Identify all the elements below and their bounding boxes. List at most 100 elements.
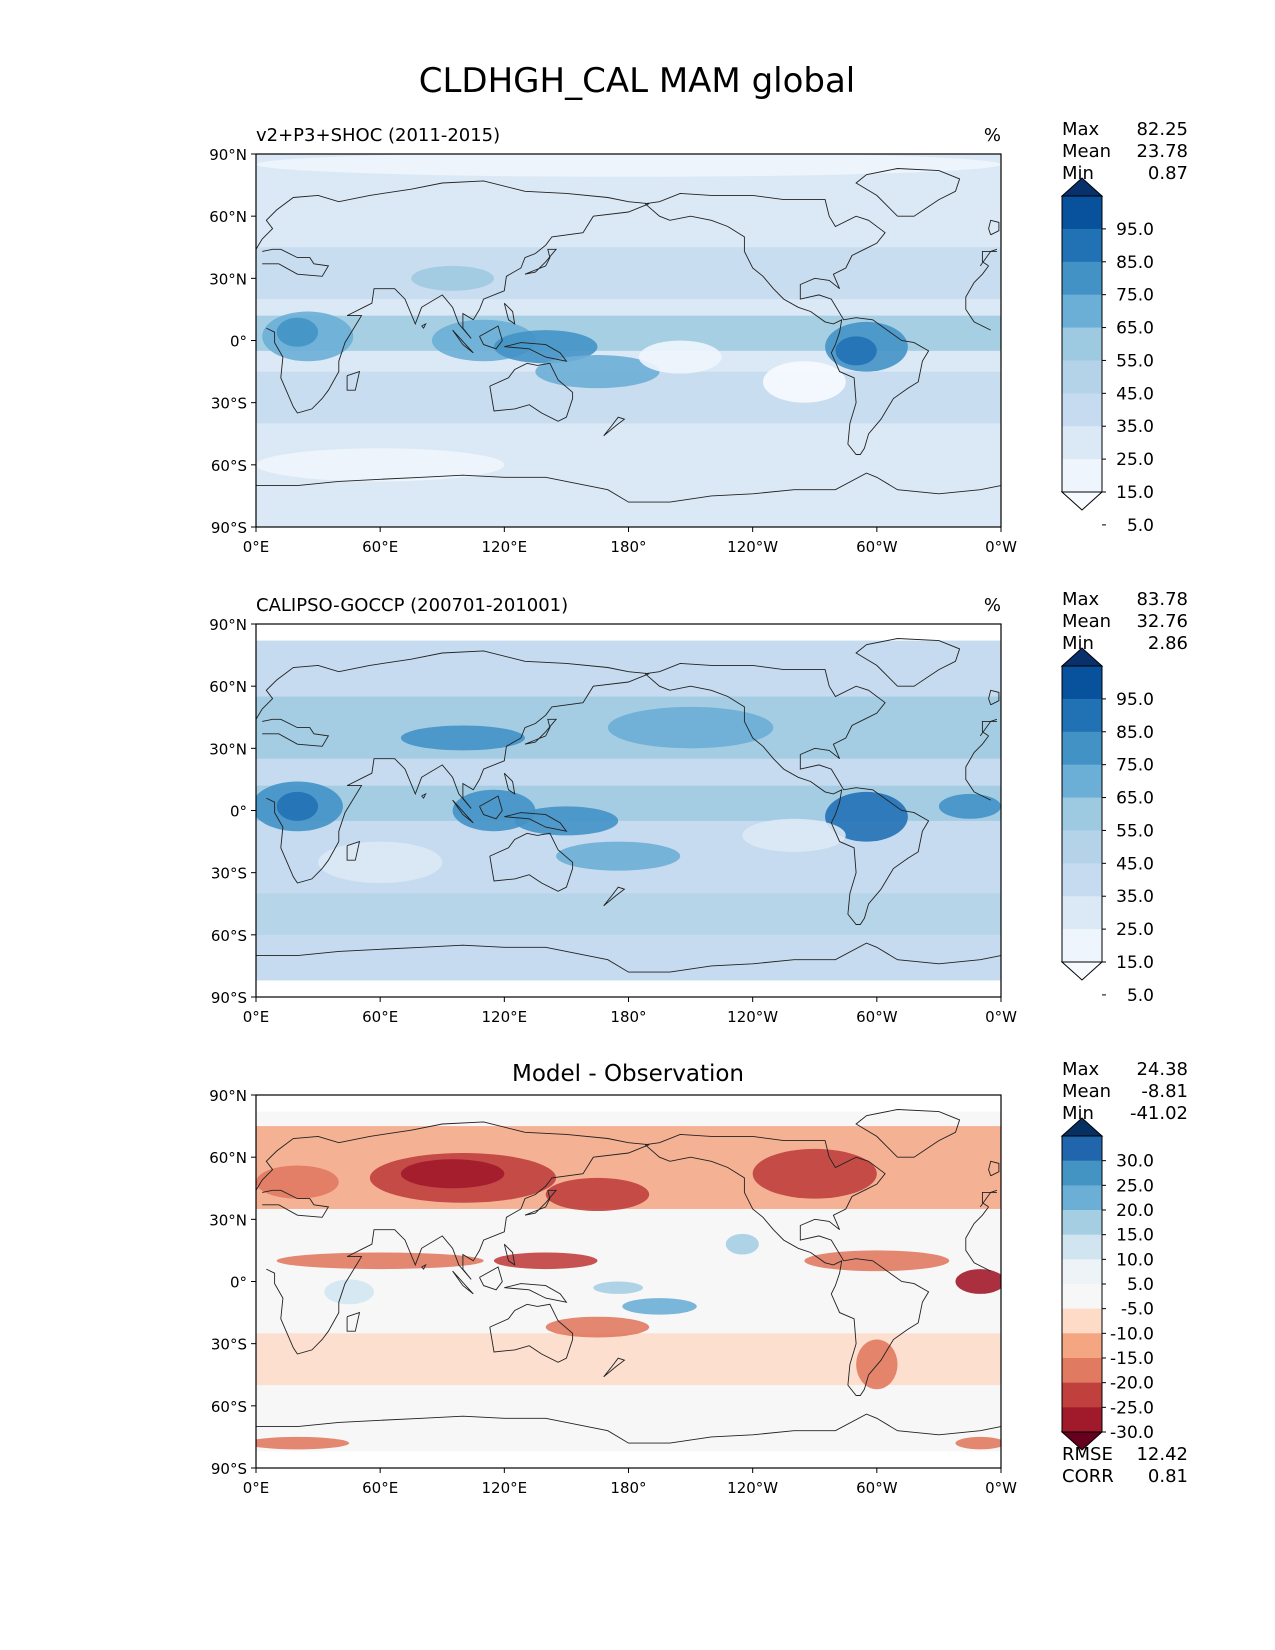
panel-left-title: CALIPSO-GOCCP (200701-201001) — [256, 595, 568, 616]
colorbar-segment — [1062, 1284, 1102, 1310]
coastline — [503, 302, 516, 325]
field-feature — [856, 1339, 898, 1390]
lat-tick-label: 30°S — [211, 865, 247, 883]
colorbar-label: 75.0 — [1116, 756, 1154, 776]
lat-tick-label: 60°S — [211, 927, 247, 945]
lon-tick-label: 0°W — [985, 538, 1017, 556]
map-area — [256, 624, 1001, 997]
colorbar-segment — [1062, 863, 1102, 897]
colorbar-label: 15.0 — [1116, 1226, 1154, 1246]
stats: Max 83.78 Mean 32.76 Min 2.86 — [1062, 589, 1188, 654]
field-feature — [493, 1252, 598, 1270]
colorbar-label: 35.0 — [1116, 887, 1154, 907]
field-feature — [742, 818, 846, 852]
colorbar-segment — [1062, 896, 1102, 930]
colorbar-label: 25.0 — [1116, 450, 1154, 470]
colorbar-segment — [1062, 830, 1102, 864]
panel-units: % — [984, 595, 1001, 616]
stat-min-value: 2.86 — [1148, 633, 1188, 654]
field-feature — [452, 789, 536, 832]
coastline — [489, 362, 574, 422]
colorbar-segment — [1062, 261, 1102, 296]
colorbar-segment — [1062, 228, 1102, 263]
coastline — [603, 416, 626, 437]
colorbar-segment — [1062, 929, 1102, 963]
field-feature — [607, 706, 774, 749]
coastline — [855, 1109, 961, 1158]
stat-min-label: Min — [1062, 163, 1094, 184]
lon-tick-label: 60°W — [856, 538, 898, 556]
coastline — [256, 1413, 1001, 1444]
map-area — [256, 1095, 1001, 1468]
lat-tick-label: 60°N — [209, 208, 247, 226]
coastline — [988, 1160, 1000, 1177]
coastline — [603, 886, 626, 907]
coastline — [981, 250, 997, 267]
colorbar-segment — [1062, 1259, 1102, 1285]
field-feature — [535, 355, 660, 389]
colorbar-label: 20.0 — [1116, 1201, 1154, 1221]
colorbar-extend-min — [1060, 961, 1104, 981]
colorbar-segment — [1062, 393, 1102, 427]
stat-min-label: Min — [1062, 633, 1094, 654]
coastline — [503, 1243, 516, 1266]
field-feature — [256, 1436, 350, 1450]
field-band — [256, 893, 1001, 935]
colorbar-extend-min — [1060, 491, 1104, 511]
panel-observation: CALIPSO-GOCCP (200701-201001) % Max 83.7… — [209, 589, 1188, 1026]
colorbar-segment — [1062, 731, 1102, 766]
stat-max-value: 24.38 — [1136, 1059, 1188, 1080]
stat-mean-value: 32.76 — [1136, 611, 1188, 632]
colorbar-segment — [1062, 327, 1102, 361]
skill-stats: RMSE 12.42 CORR 0.81 — [1062, 1444, 1188, 1487]
colorbar-label: 5.0 — [1127, 986, 1154, 1006]
colorbar-segment — [1062, 1136, 1102, 1162]
field-feature — [955, 1436, 1001, 1450]
field-feature — [256, 448, 505, 482]
field-feature — [400, 725, 526, 751]
stat-max-value: 82.25 — [1136, 119, 1188, 140]
coastline — [504, 342, 568, 362]
colorbar-segment — [1062, 1234, 1102, 1260]
stat-max-value: 83.78 — [1136, 589, 1188, 610]
field-feature — [556, 841, 681, 871]
colorbar-label: -15.0 — [1110, 1349, 1154, 1369]
coastline — [256, 180, 650, 414]
coastline — [644, 192, 930, 455]
lat-tick-label: 0° — [230, 1274, 247, 1292]
field-feature — [318, 841, 443, 884]
lon-tick-label: 120°W — [727, 538, 778, 556]
colorbar: 95.0 85.0 75.0 65.0 55.0 45.0 35.0 25.0 15.0 5.0 — [1060, 647, 1154, 1006]
coastline — [504, 1283, 568, 1303]
lat-tick-label: 30°S — [211, 1336, 247, 1354]
coastline — [421, 792, 427, 799]
coastline — [479, 1266, 503, 1291]
lat-tick-label: 0° — [230, 333, 247, 351]
colorbar-label: 15.0 — [1116, 953, 1154, 973]
lon-tick-label: 0°W — [985, 1479, 1017, 1497]
field-feature — [276, 1252, 484, 1270]
coastline — [981, 720, 997, 737]
field-feature — [835, 336, 877, 366]
field-feature — [545, 1177, 650, 1212]
colorbar-label: 25.0 — [1116, 1176, 1154, 1196]
map-area — [256, 154, 1001, 527]
colorbar-label: 25.0 — [1116, 920, 1154, 940]
stat-mean-value: -8.81 — [1141, 1081, 1188, 1102]
field-feature — [955, 1269, 1001, 1294]
colorbar-label: 45.0 — [1116, 854, 1154, 874]
colorbar-label: -30.0 — [1110, 1423, 1154, 1443]
coastline — [524, 248, 558, 275]
coastline — [489, 1303, 574, 1363]
lat-tick-label: 60°S — [211, 1398, 247, 1416]
field-feature — [825, 791, 908, 842]
colorbar-segment — [1062, 459, 1102, 493]
coastline — [855, 638, 961, 687]
lon-tick-label: 60°E — [362, 1479, 398, 1497]
panel-model: v2+P3+SHOC (2011-2015) % Max 82.25 Mean … — [209, 119, 1188, 556]
stat-mean-label: Mean — [1062, 611, 1111, 632]
figure-title: CLDHGH_CAL MAM global — [419, 61, 856, 101]
lon-tick-label: 0°E — [243, 1008, 270, 1026]
field-feature — [545, 1316, 650, 1338]
